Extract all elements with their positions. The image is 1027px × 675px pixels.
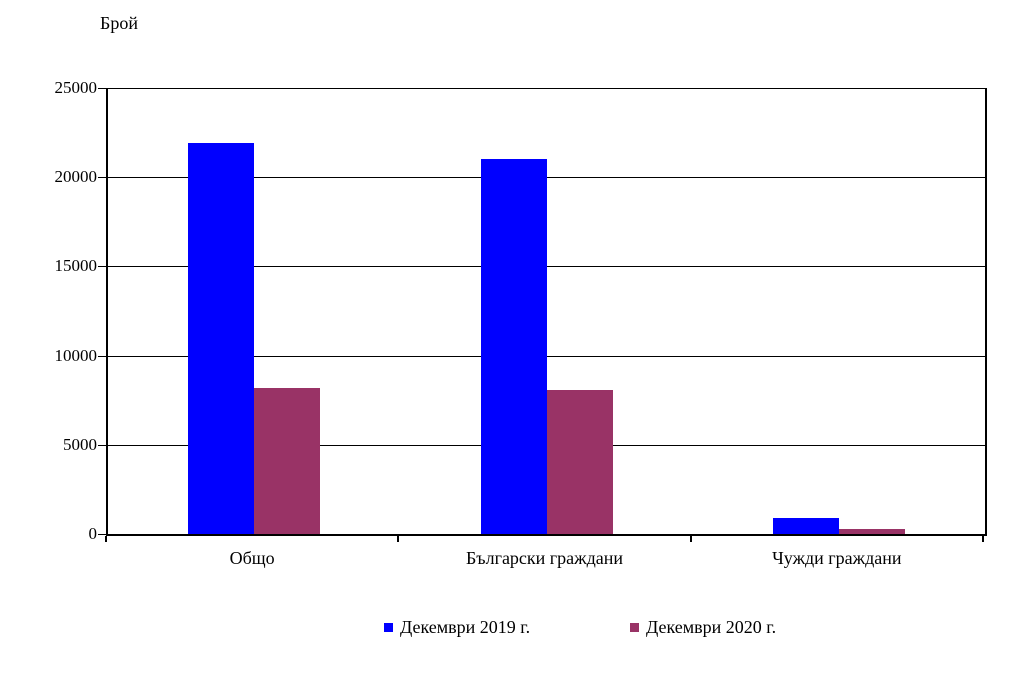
bar-series1	[188, 143, 255, 534]
gridline	[108, 266, 985, 268]
x-category-label: Общо	[229, 548, 275, 568]
legend-item: Декември 2019 г.	[384, 612, 530, 642]
y-tick-label: 0	[88, 524, 98, 543]
bar-series2	[838, 528, 905, 534]
bar-series2	[254, 387, 321, 534]
legend-swatch-series2	[630, 622, 639, 632]
y-tick-label: 25000	[54, 78, 98, 97]
legend: Декември 2019 г. Декември 2020 г.	[0, 612, 1027, 642]
x-tick-mark	[689, 536, 692, 542]
x-category-label: Български граждани	[465, 548, 624, 568]
bar-series2	[546, 389, 613, 534]
y-tick-mark	[98, 355, 106, 357]
y-tick-label: 20000	[54, 167, 98, 187]
y-tick-mark	[98, 88, 106, 89]
legend-item: Декември 2020 г.	[630, 612, 776, 642]
legend-swatch-series1	[384, 622, 393, 632]
y-tick-label: 10000	[54, 345, 98, 365]
y-tick-mark	[98, 534, 106, 535]
bar-series1	[480, 159, 547, 534]
y-tick-mark	[98, 266, 106, 268]
x-tick-mark	[397, 536, 400, 542]
chart-title: Брой	[100, 13, 138, 33]
x-category-label: Чужди граждани	[772, 548, 902, 568]
gridline	[108, 355, 985, 357]
plot-area	[106, 88, 987, 536]
y-tick-mark	[98, 444, 106, 446]
bar-series1	[772, 517, 839, 534]
x-tick-mark	[105, 536, 107, 542]
x-tick-mark	[982, 536, 984, 542]
legend-label: Декември 2019 г.	[400, 616, 531, 637]
gridline	[108, 88, 985, 89]
y-tick-label: 15000	[54, 256, 98, 276]
y-tick-mark	[98, 177, 106, 179]
gridline	[108, 177, 985, 179]
legend-label: Декември 2020 г.	[646, 616, 777, 637]
y-tick-label: 5000	[63, 434, 97, 454]
